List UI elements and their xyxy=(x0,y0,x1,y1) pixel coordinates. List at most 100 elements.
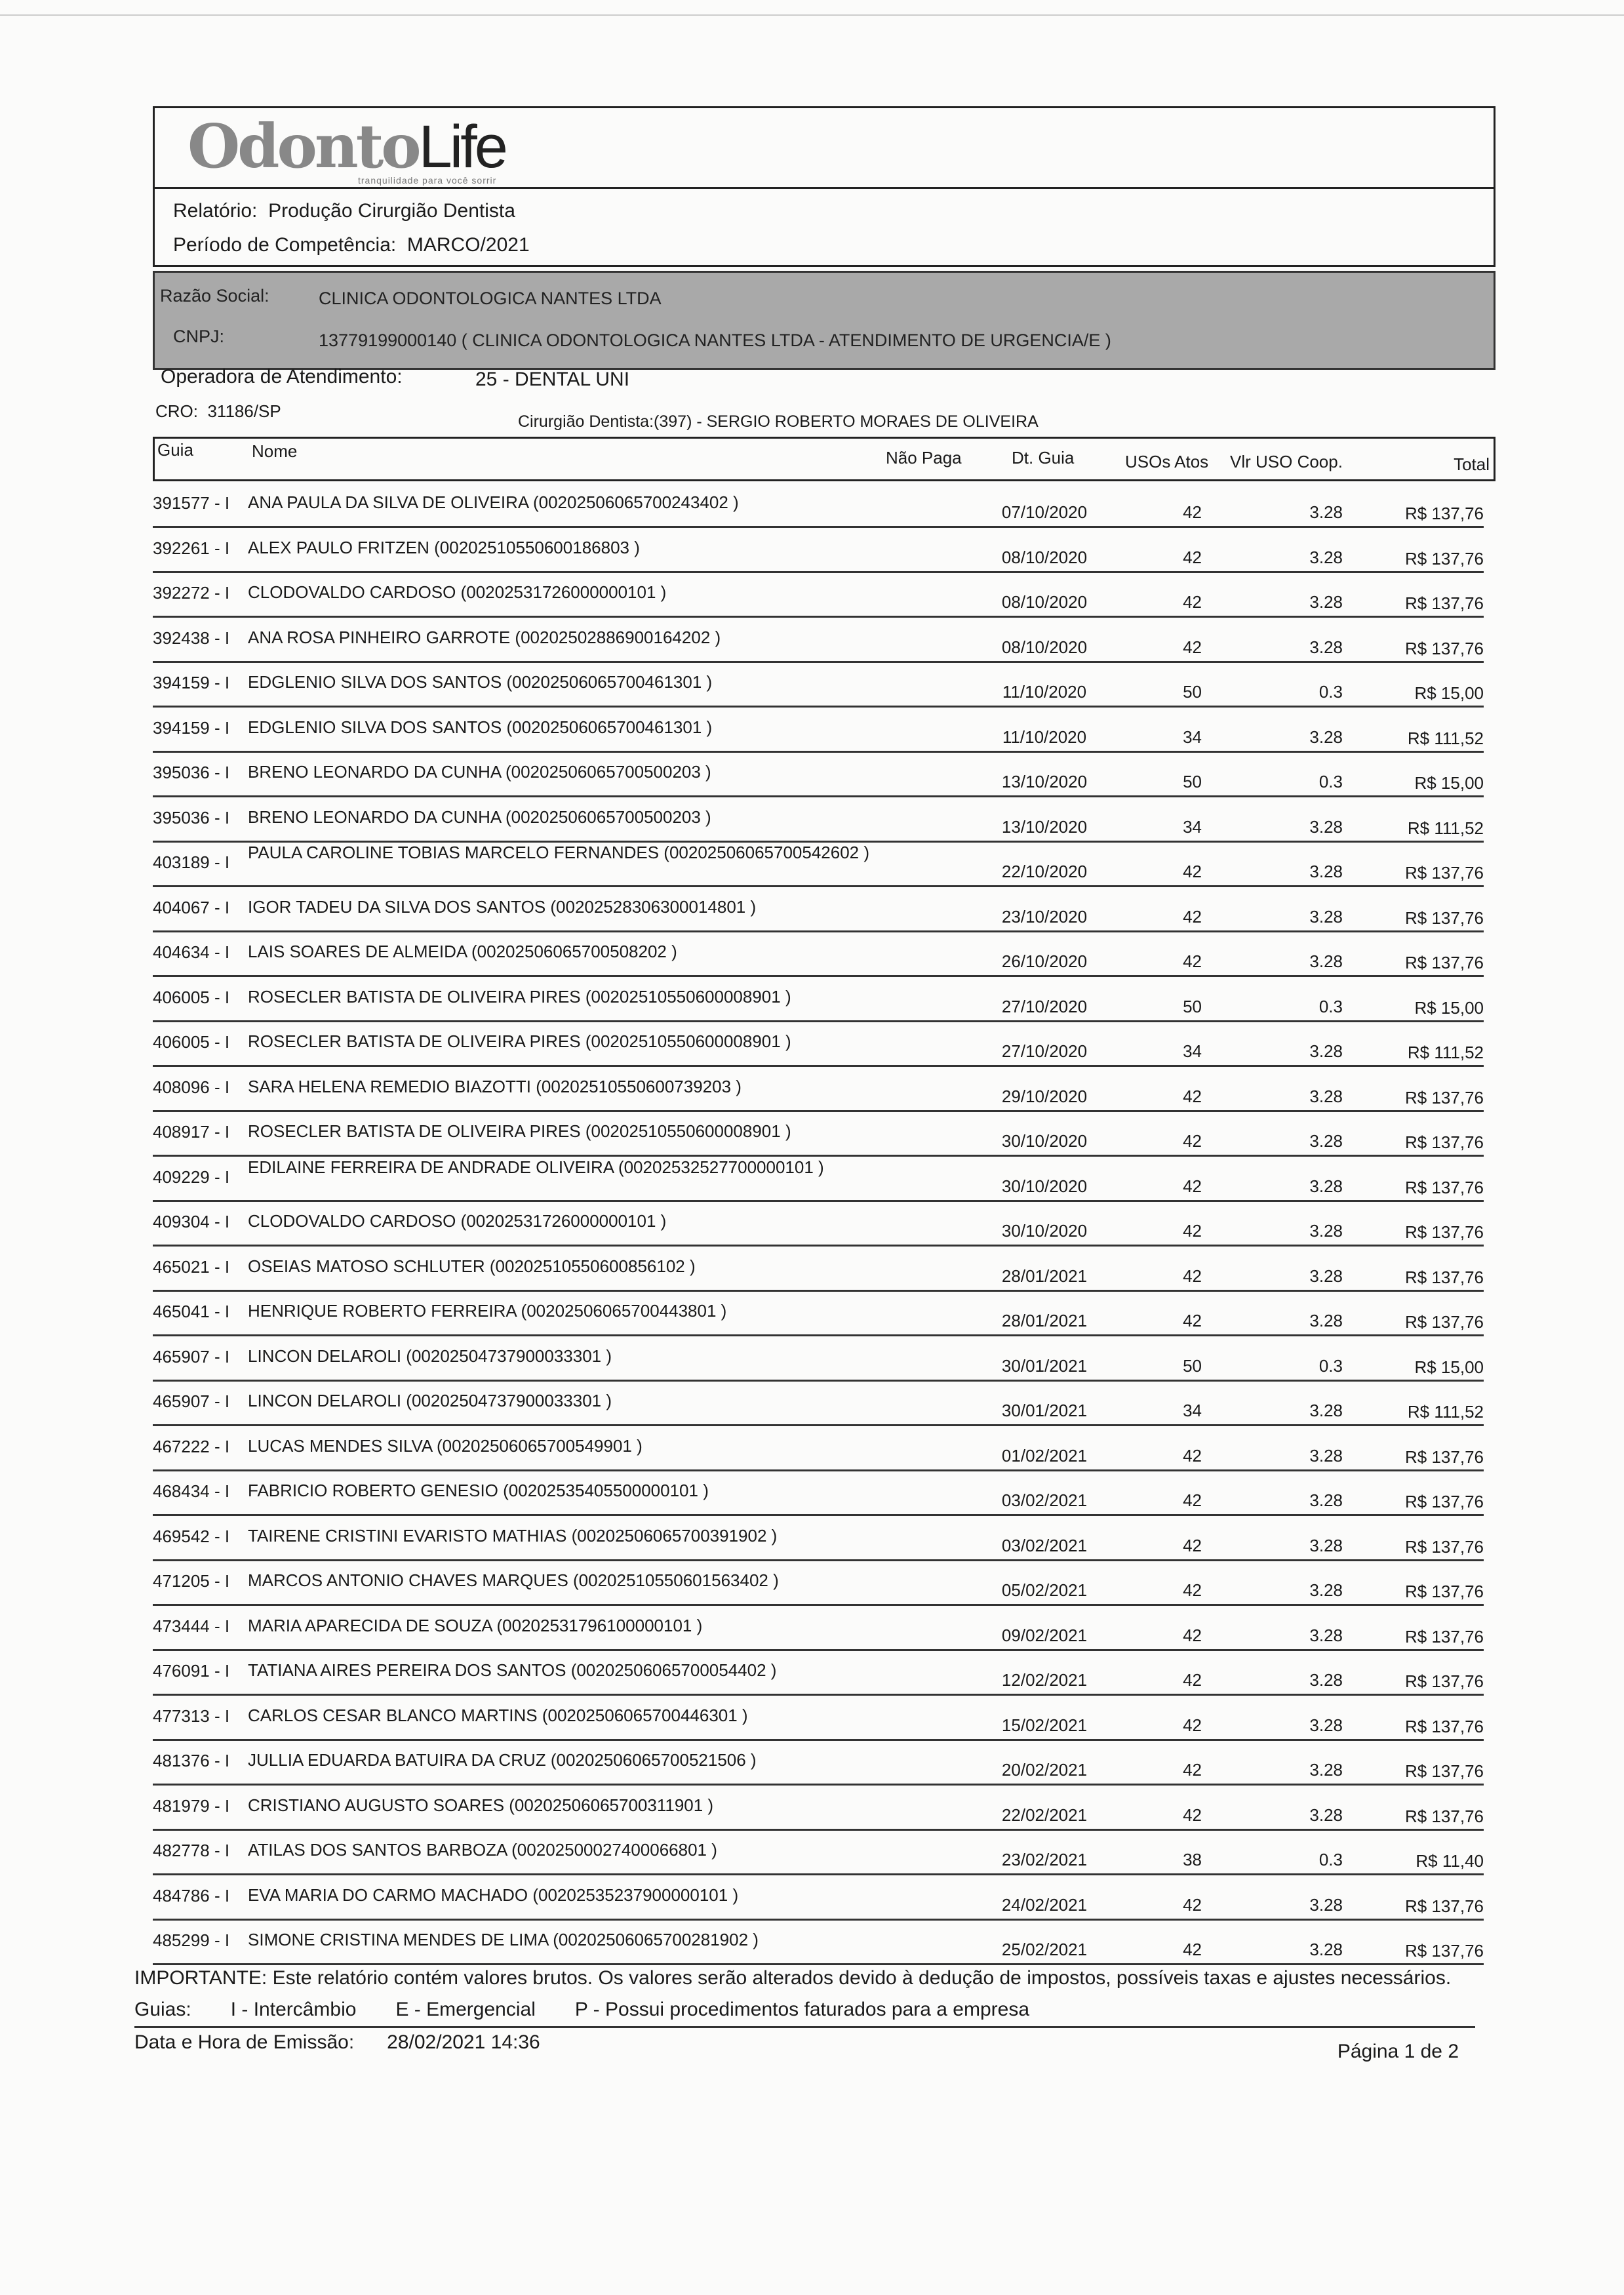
cell-nome: TAIRENE CRISTINI EVARISTO MATHIAS (00202… xyxy=(248,1525,778,1546)
table-row: 476091 - I TATIANA AIRES PEREIRA DOS SANT… xyxy=(153,1649,1484,1696)
cell-vlr: 3.28 xyxy=(1309,862,1343,881)
table-row: 482778 - I ATILAS DOS SANTOS BARBOZA (002… xyxy=(153,1829,1484,1875)
cell-nome: FABRICIO ROBERTO GENESIO (00202535405500… xyxy=(248,1481,709,1500)
cell-nome: JULLIA EDUARDA BATUIRA DA CRUZ (00202506… xyxy=(248,1750,757,1770)
table-row: 404634 - I LAIS SOARES DE ALMEIDA (002025… xyxy=(153,930,1484,977)
cell-nome: ROSECLER BATISTA DE OLIVEIRA PIRES (0020… xyxy=(248,1031,791,1051)
cell-usos: 38 xyxy=(1183,1850,1202,1869)
table-row: 395036 - I BRENO LEONARDO DA CUNHA (00202… xyxy=(153,751,1484,797)
cell-nome: SARA HELENA REMEDIO BIAZOTTI (0020251055… xyxy=(248,1076,742,1096)
cell-dt: 30/10/2020 xyxy=(1001,1176,1088,1196)
cell-nome: TATIANA AIRES PEREIRA DOS SANTOS (002025… xyxy=(248,1660,777,1680)
company-box: Razão Social: CLINICA ODONTOLOGICA NANTE… xyxy=(153,271,1495,370)
dentista: Cirurgião Dentista:(397) - SERGIO ROBERT… xyxy=(518,412,1039,431)
cell-dt: 26/10/2020 xyxy=(1001,951,1088,971)
cell-total: R$ 137,76 xyxy=(1405,1132,1484,1152)
table-row: 409229 - I EDILAINE FERREIRA DE ANDRADE O… xyxy=(153,1155,1484,1202)
table-row: 392272 - I CLODOVALDO CARDOSO (0020253172… xyxy=(153,571,1484,618)
cell-total: R$ 111,52 xyxy=(1407,1043,1484,1062)
cell-nome: HENRIQUE ROBERTO FERREIRA (0020250606570… xyxy=(248,1301,727,1321)
cell-usos: 42 xyxy=(1183,637,1202,657)
table-header: Guia Nome Não Paga Dt. Guia USOs Atos Vl… xyxy=(153,437,1495,481)
cell-dt: 28/01/2021 xyxy=(1001,1266,1088,1286)
cell-vlr: 3.28 xyxy=(1309,502,1343,522)
cell-dt: 03/02/2021 xyxy=(1001,1490,1088,1510)
cell-usos: 50 xyxy=(1183,1355,1202,1376)
table-row: 409304 - I CLODOVALDO CARDOSO (0020253172… xyxy=(153,1200,1484,1247)
cell-nome: EDGLENIO SILVA DOS SANTOS (0020250606570… xyxy=(248,672,713,692)
cell-guia: 406005 - I xyxy=(153,1032,230,1052)
cell-vlr: 3.28 xyxy=(1309,547,1343,567)
operadora-label: Operadora de Atendimento: xyxy=(161,366,403,388)
table-row: 392261 - I ALEX PAULO FRITZEN (0020251055… xyxy=(153,527,1484,573)
cell-guia: 408096 - I xyxy=(153,1077,230,1097)
cell-usos: 50 xyxy=(1183,996,1202,1016)
cell-vlr: 3.28 xyxy=(1309,592,1343,612)
table-row: 404067 - I IGOR TADEU DA SILVA DOS SANTOS… xyxy=(153,886,1484,932)
cell-dt: 08/10/2020 xyxy=(1001,592,1088,612)
table-row: 392438 - I ANA ROSA PINHEIRO GARROTE (002… xyxy=(153,616,1484,663)
legend-emergencial: E - Emergencial xyxy=(395,1999,536,2020)
cell-nome: CRISTIANO AUGUSTO SOARES (00202506065700… xyxy=(248,1795,714,1815)
cell-vlr: 3.28 xyxy=(1309,1805,1343,1825)
guias-label: Guias: xyxy=(134,1999,191,2020)
important-note: IMPORTANTE: Este relatório contém valore… xyxy=(134,1967,1452,1989)
page-number: Página 1 de 2 xyxy=(1337,2041,1459,2062)
cell-nome: LAIS SOARES DE ALMEIDA (0020250606570050… xyxy=(248,942,677,961)
cell-guia: 471205 - I xyxy=(153,1571,230,1591)
cell-guia: 473444 - I xyxy=(153,1616,230,1636)
cell-nome: ALEX PAULO FRITZEN (00202510550600186803… xyxy=(248,537,640,557)
cell-guia: 409304 - I xyxy=(153,1212,230,1231)
cell-guia: 395036 - I xyxy=(153,763,230,782)
cell-nome: ROSECLER BATISTA DE OLIVEIRA PIRES (0020… xyxy=(248,986,791,1007)
scan-edge-line xyxy=(0,14,1624,16)
cell-usos: 42 xyxy=(1183,1715,1202,1735)
cell-dt: 20/02/2021 xyxy=(1001,1760,1088,1780)
cell-guia: 476091 - I xyxy=(153,1661,230,1681)
cell-dt: 13/10/2020 xyxy=(1001,772,1088,791)
cell-total: R$ 137,76 xyxy=(1405,953,1484,972)
cell-guia: 481979 - I xyxy=(153,1795,230,1816)
logo-text-odonto: Odonto xyxy=(188,111,422,182)
cell-total: R$ 111,52 xyxy=(1407,818,1484,838)
logo-tagline: tranquilidade para você sorrir xyxy=(358,175,497,186)
col-usos-atos: USOs Atos xyxy=(1125,452,1209,471)
cell-nome: EDGLENIO SILVA DOS SANTOS (0020250606570… xyxy=(248,717,713,737)
guias-legend: Guias: I - Intercâmbio E - Emergencial P… xyxy=(134,1997,1485,2022)
cell-usos: 42 xyxy=(1183,592,1202,612)
cell-vlr: 3.28 xyxy=(1309,1490,1343,1510)
cell-usos: 42 xyxy=(1183,1221,1202,1241)
cell-dt: 15/02/2021 xyxy=(1001,1715,1088,1735)
cell-dt: 22/02/2021 xyxy=(1001,1805,1088,1825)
report-value: Produção Cirurgião Dentista xyxy=(268,200,515,222)
odontolife-logo: OdontoLife tranquilidade para você sorri… xyxy=(188,111,508,186)
cell-total: R$ 137,76 xyxy=(1405,504,1484,523)
table-row: 408096 - I SARA HELENA REMEDIO BIAZOTTI (… xyxy=(153,1066,1484,1112)
cell-guia: 469542 - I xyxy=(153,1526,230,1546)
cell-usos: 34 xyxy=(1183,816,1202,837)
cell-guia: 477313 - I xyxy=(153,1706,230,1726)
cell-vlr: 3.28 xyxy=(1309,951,1343,971)
cell-dt: 28/01/2021 xyxy=(1001,1311,1088,1330)
cell-dt: 25/02/2021 xyxy=(1001,1940,1088,1959)
emissao-row: Data e Hora de Emissão: 28/02/2021 14:36… xyxy=(134,2031,1485,2064)
cell-total: R$ 111,52 xyxy=(1407,728,1484,748)
period-label: Período de Competência: xyxy=(173,234,397,256)
table-row: 481979 - I CRISTIANO AUGUSTO SOARES (0020… xyxy=(153,1784,1484,1831)
cell-guia: 394159 - I xyxy=(153,717,230,738)
cro-value: 31186/SP xyxy=(207,401,281,421)
cell-total: R$ 137,76 xyxy=(1405,593,1484,613)
cell-vlr: 3.28 xyxy=(1309,1086,1343,1106)
cell-vlr: 3.28 xyxy=(1309,1221,1343,1241)
cell-vlr: 3.28 xyxy=(1309,1625,1343,1645)
cell-nome: CLODOVALDO CARDOSO (00202531726000000101… xyxy=(248,582,667,602)
cell-guia: 403189 - I xyxy=(153,852,230,872)
cell-nome: OSEIAS MATOSO SCHLUTER (0020251055060085… xyxy=(248,1256,696,1276)
cell-nome: CLODOVALDO CARDOSO (00202531726000000101… xyxy=(248,1211,667,1231)
cell-vlr: 0.3 xyxy=(1318,996,1343,1016)
cell-usos: 42 xyxy=(1183,1805,1202,1825)
cell-usos: 42 xyxy=(1183,1580,1202,1600)
cell-dt: 30/10/2020 xyxy=(1001,1131,1088,1151)
col-total: Total xyxy=(1454,454,1490,474)
col-dt-guia: Dt. Guia xyxy=(1012,448,1075,468)
